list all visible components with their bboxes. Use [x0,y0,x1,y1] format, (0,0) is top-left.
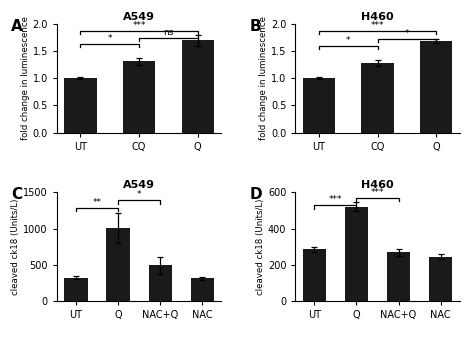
Title: H460: H460 [361,12,394,22]
Bar [123,62,155,133]
Text: ns: ns [163,28,173,37]
Title: A549: A549 [123,12,155,22]
Text: ***: *** [371,21,384,30]
Bar [64,78,97,133]
Bar [191,278,214,301]
Bar [362,63,394,133]
Text: ***: *** [371,188,384,197]
Title: H460: H460 [361,180,394,190]
Bar [182,40,214,133]
Bar [64,278,88,301]
Text: *: * [108,34,112,43]
Bar [107,228,129,301]
Title: A549: A549 [123,180,155,190]
Text: D: D [249,187,262,202]
Y-axis label: cleaved ck18 (Units/L): cleaved ck18 (Units/L) [256,198,265,295]
Y-axis label: fold change in luminescence: fold change in luminescence [21,16,30,140]
Text: *: * [137,190,141,199]
Text: C: C [11,187,22,202]
Text: **: ** [92,198,101,207]
Bar [303,78,335,133]
Text: *: * [405,29,409,38]
Bar [303,249,326,301]
Y-axis label: cleaved ck18 (Units/L): cleaved ck18 (Units/L) [11,198,20,295]
Bar [429,256,452,301]
Text: ***: *** [328,196,342,205]
Bar [420,41,452,133]
Bar [387,252,410,301]
Bar [345,207,368,301]
Bar [148,265,172,301]
Text: *: * [346,36,350,45]
Text: A: A [11,18,23,34]
Text: B: B [249,18,261,34]
Text: ***: *** [132,21,146,30]
Y-axis label: fold change in luminescence: fold change in luminescence [259,16,268,140]
